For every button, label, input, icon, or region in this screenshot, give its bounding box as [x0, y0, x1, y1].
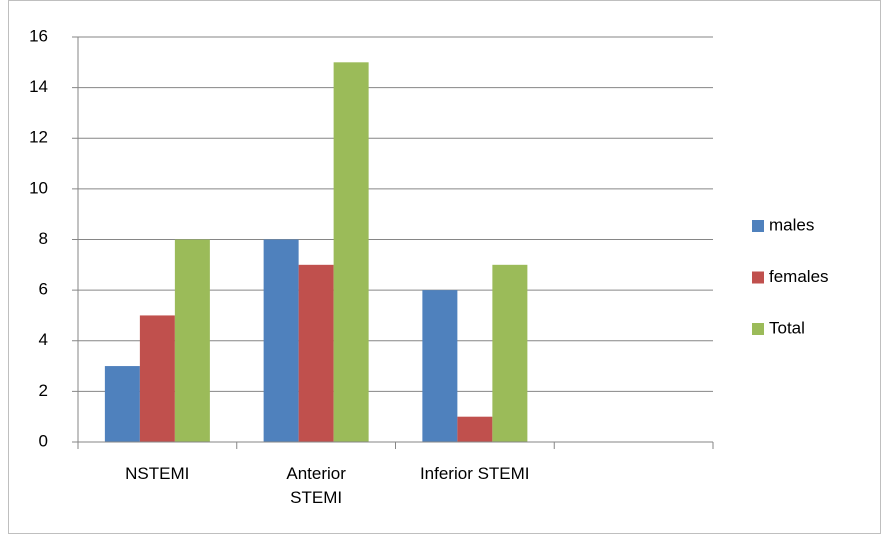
- legend-swatch: [752, 271, 764, 284]
- y-tick-label: 0: [39, 431, 48, 450]
- legend-label: males: [769, 215, 814, 234]
- bar: [263, 239, 299, 442]
- bar: [333, 62, 369, 442]
- y-tick-label: 2: [39, 381, 48, 400]
- legend-swatch: [752, 220, 764, 232]
- y-tick-label: 14: [29, 77, 48, 96]
- legend-swatch: [752, 323, 764, 335]
- bar: [422, 290, 458, 442]
- x-tick-label: NSTEMI: [125, 464, 190, 483]
- bar: [139, 315, 175, 442]
- y-tick-label: 6: [39, 280, 48, 299]
- y-tick-label: 12: [29, 128, 48, 147]
- x-tick-label: Inferior STEMI: [419, 464, 530, 483]
- bar: [298, 264, 334, 442]
- y-tick-label: 16: [29, 26, 48, 45]
- x-tick-label: Anterior STEMI: [286, 464, 346, 507]
- legend-label: females: [769, 267, 829, 286]
- bar: [492, 264, 528, 442]
- legend-label: Total: [769, 318, 805, 337]
- y-tick-label: 4: [39, 330, 48, 349]
- bar: [174, 239, 210, 442]
- y-tick-label: 8: [39, 229, 48, 248]
- bar: [104, 366, 140, 442]
- chart-frame: [8, 0, 881, 534]
- bar: [457, 416, 493, 442]
- y-tick-label: 10: [29, 178, 48, 197]
